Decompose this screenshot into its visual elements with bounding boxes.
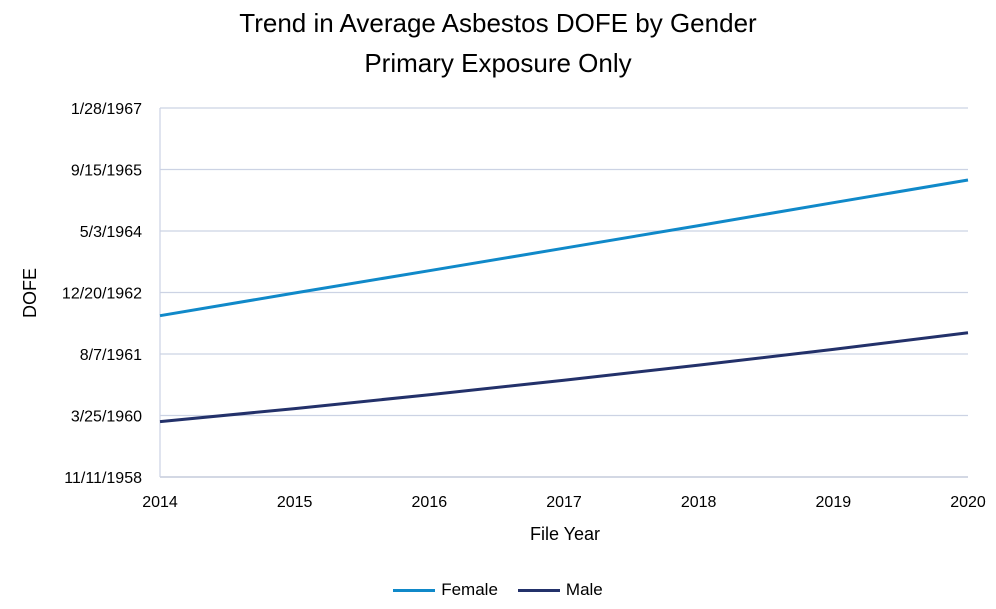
series-lines	[159, 178, 969, 424]
y-axis-title: DOFE	[20, 268, 40, 318]
legend-swatch	[393, 588, 436, 592]
legend-label: Female	[441, 580, 498, 599]
chart-title: Trend in Average Asbestos DOFE by Gender	[239, 8, 757, 38]
y-tick-label: 12/20/1962	[62, 286, 142, 303]
x-tick-label: 2017	[546, 494, 582, 511]
x-tick-label: 2015	[277, 494, 313, 511]
legend-label: Male	[565, 580, 603, 599]
series-line-female	[159, 178, 969, 318]
y-tick-label: 8/7/1961	[80, 347, 142, 364]
x-tick-label: 2014	[142, 494, 178, 511]
x-axis-title: File Year	[530, 524, 600, 544]
legend-item-male: Male	[517, 580, 603, 600]
x-tick-label: 2018	[681, 494, 717, 511]
y-tick-label: 3/25/1960	[71, 409, 142, 426]
x-tick-label: 2019	[816, 494, 852, 511]
y-tick-labels: 11/11/1958 3/25/1960 8/7/1961 12/20/1962 5/3…	[62, 101, 142, 487]
x-tick-label: 2020	[950, 494, 986, 511]
legend-item-female: Female	[393, 580, 498, 600]
x-tick-labels: 2014 2015 2016 2017 2018 2019 2020	[142, 494, 986, 511]
series-line-male	[159, 331, 969, 424]
y-tick-label: 9/15/1965	[71, 163, 142, 180]
x-tick-label: 2016	[412, 494, 448, 511]
legend-swatch	[517, 588, 560, 592]
legend: Female Male	[0, 580, 996, 600]
chart-subtitle: Primary Exposure Only	[364, 48, 632, 78]
y-tick-label: 11/11/1958	[64, 470, 142, 487]
y-tick-label: 1/28/1967	[71, 101, 142, 118]
y-tick-label: 5/3/1964	[80, 224, 142, 241]
line-chart: 11/11/1958 3/25/1960 8/7/1961 12/20/1962 5/3…	[20, 101, 986, 544]
gridlines	[159, 107, 968, 478]
